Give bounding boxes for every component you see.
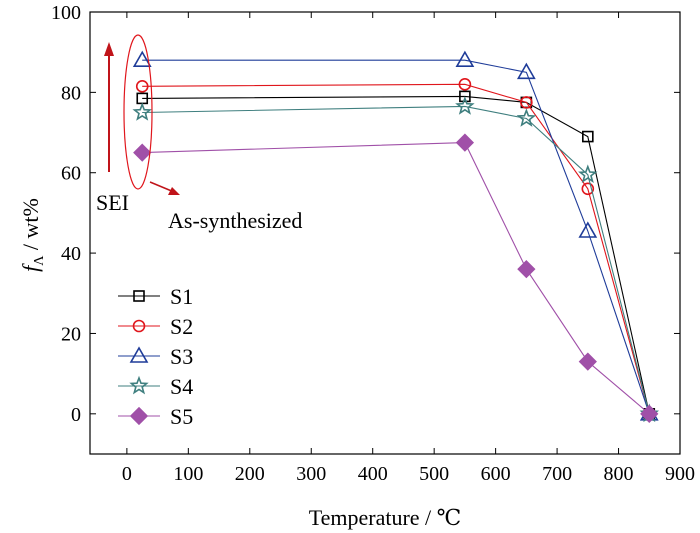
x-tick-label: 900	[665, 463, 695, 485]
data-point	[640, 404, 659, 423]
legend-marker	[132, 319, 146, 333]
y-tick-label: 40	[61, 243, 81, 265]
data-point	[132, 102, 152, 121]
legend-label: S4	[170, 374, 193, 399]
series-line	[142, 59, 650, 414]
series-S5	[133, 133, 659, 423]
legend-item: S2	[118, 314, 193, 339]
data-point	[516, 62, 536, 80]
x-tick-label: 300	[296, 463, 326, 485]
y-axis-symbol: f	[18, 263, 43, 272]
data-point	[455, 50, 475, 68]
legend-item: S1	[118, 284, 193, 309]
data-point	[135, 80, 149, 93]
legend-item: S3	[118, 344, 193, 369]
legend-label: S1	[170, 284, 193, 309]
data-point	[455, 96, 475, 115]
x-tick-label: 700	[542, 463, 572, 485]
sei-arrowhead	[104, 42, 114, 56]
y-axis-unit: / wt%	[18, 198, 43, 255]
series-line	[142, 142, 650, 415]
data-point	[581, 182, 595, 196]
as-synthesized-label: As-synthesized	[168, 208, 302, 233]
legend-marker	[129, 375, 149, 395]
data-point	[578, 352, 597, 371]
legend-item: S5	[118, 404, 193, 429]
legend-label: S3	[170, 344, 193, 369]
series-line	[142, 83, 650, 414]
series-S1	[136, 90, 656, 420]
series-layer	[132, 50, 660, 423]
legend-marker	[129, 346, 149, 363]
x-tick-label: 500	[419, 463, 449, 485]
x-tick-label: 0	[122, 463, 132, 485]
data-point	[132, 50, 152, 68]
legend-label: S2	[170, 314, 193, 339]
x-tick-label: 400	[358, 463, 388, 485]
legend: S1 S2 S3 S4 S5	[118, 284, 193, 429]
y-tick-label: 60	[61, 163, 81, 185]
as-synthesized-arrowhead	[168, 187, 180, 195]
legend-marker	[133, 290, 145, 302]
x-tick-label: 800	[604, 463, 634, 485]
data-point	[459, 90, 471, 103]
x-tick-label: 600	[481, 463, 511, 485]
sei-label: SEI	[96, 190, 129, 215]
as-synthesized-arrow	[149, 181, 175, 193]
data-point	[520, 96, 533, 109]
series-line	[142, 95, 650, 414]
y-axis-subscript: Λ	[32, 255, 47, 266]
data-point	[516, 108, 537, 127]
x-tick-label: 100	[173, 463, 203, 485]
series-S2	[135, 78, 656, 421]
data-point	[133, 143, 152, 162]
data-point	[517, 260, 536, 279]
data-point	[458, 78, 472, 91]
plot-frame	[89, 11, 681, 455]
data-point	[578, 221, 598, 238]
y-tick-label: 100	[51, 2, 81, 24]
legend-marker	[129, 406, 149, 426]
series-line	[142, 105, 650, 414]
y-tick-label: 80	[61, 82, 81, 104]
legend-item: S4	[118, 374, 193, 399]
series-S4	[132, 96, 660, 423]
data-point	[578, 164, 598, 184]
y-tick-label: 20	[61, 323, 81, 345]
x-axis-title: Temperature / ℃	[309, 505, 462, 530]
y-tick-label: 0	[71, 404, 81, 426]
y-axis-title: fΛ / wt%	[18, 198, 47, 272]
ticks: 0 100 200 300 400 500 600 700 800 900 0 20 40 60 80 100	[51, 2, 695, 485]
data-point	[582, 130, 594, 143]
legend-label: S5	[170, 404, 193, 429]
data-point	[455, 133, 475, 152]
x-tick-label: 200	[235, 463, 265, 485]
annotation-ellipse	[123, 34, 153, 190]
